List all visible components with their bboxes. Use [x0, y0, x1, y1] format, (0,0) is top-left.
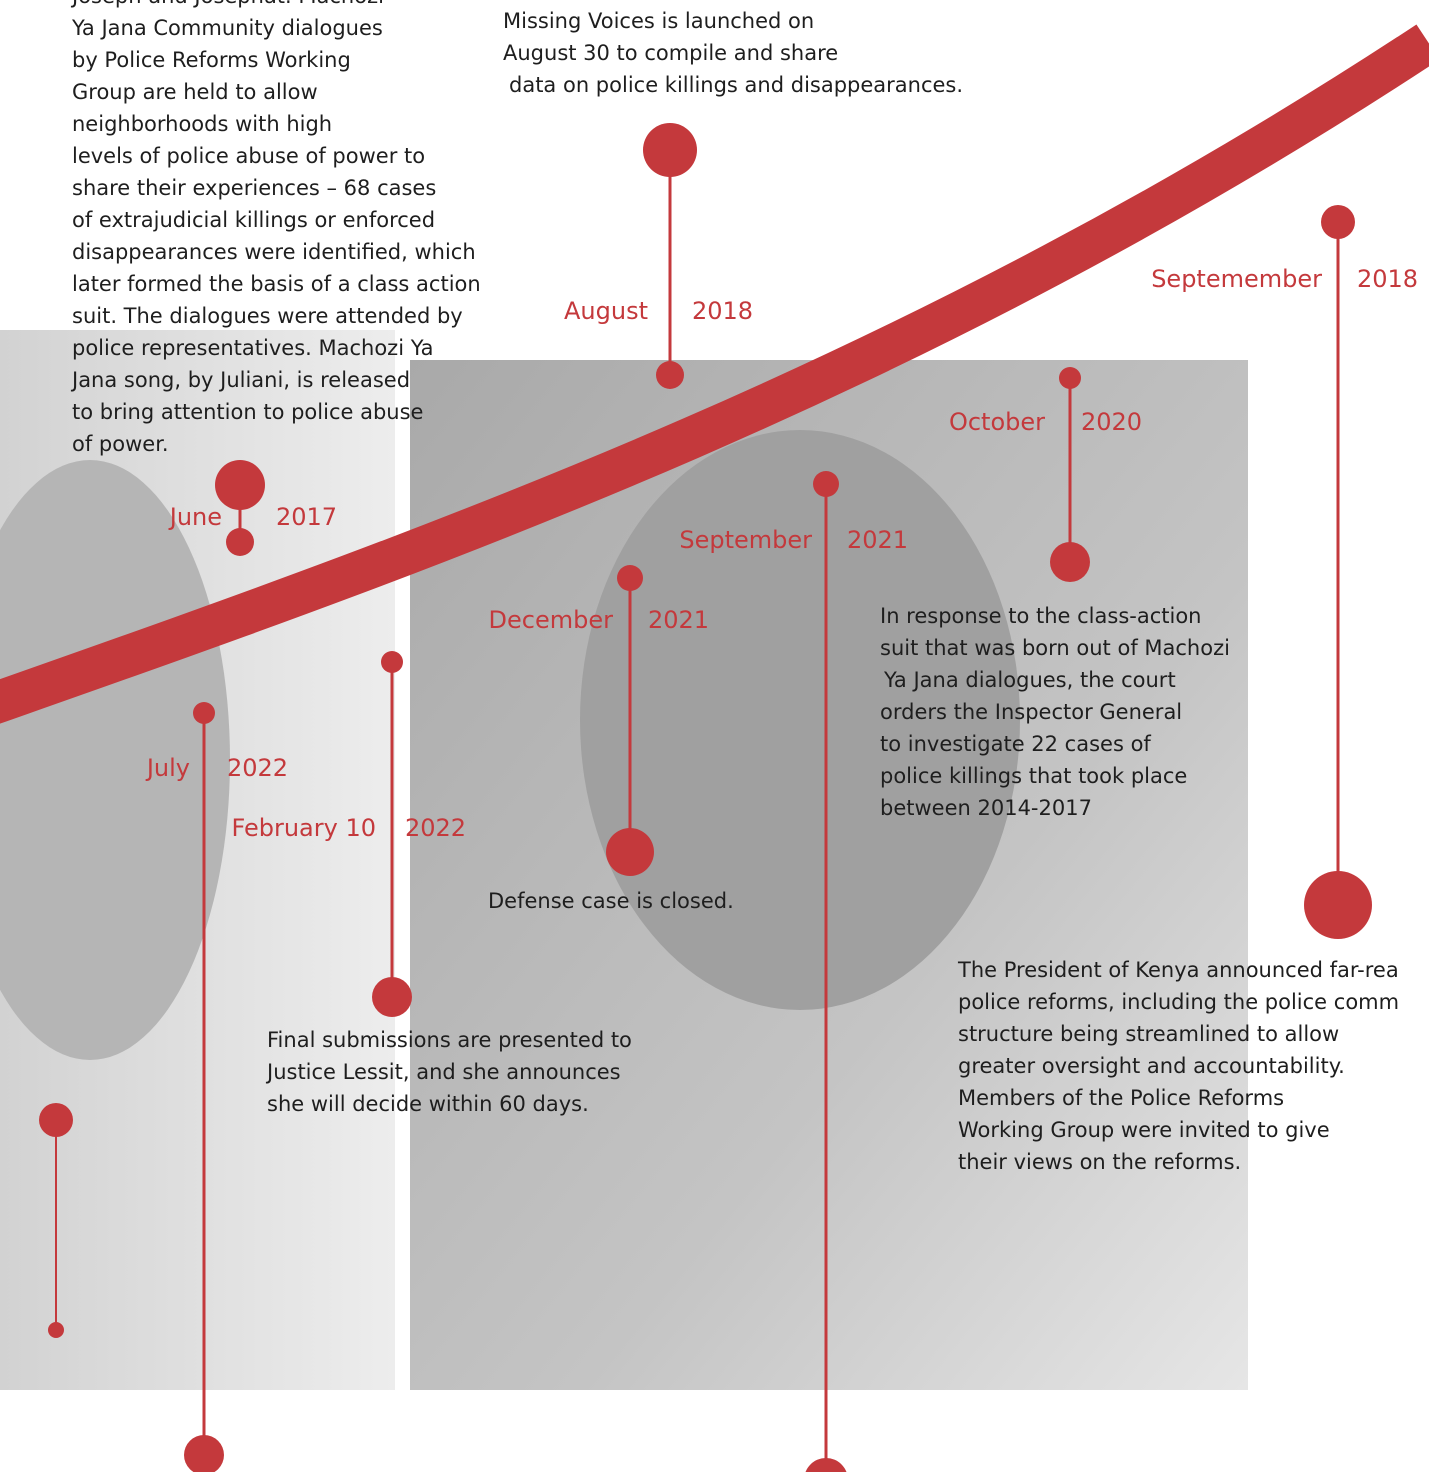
event-text: suit that was born out of Machozi [880, 636, 1230, 660]
event-text: The President of Kenya announced far-rea [957, 958, 1399, 982]
event-dot [805, 1458, 847, 1472]
event-dot [643, 123, 697, 177]
event-text: Justice Lessit, and she announces [265, 1060, 621, 1084]
event-text: between 2014-2017 [880, 796, 1092, 820]
event-text: Group are held to allow [72, 80, 318, 104]
timeline-ribbon [0, 24, 1429, 724]
event-text: share their experiences – 68 cases [72, 176, 436, 200]
event-month: Septemember [1151, 265, 1322, 293]
event-dot [215, 460, 265, 510]
event-text: Jana song, by Juliani, is released [70, 368, 410, 392]
event-dot [1321, 205, 1355, 239]
event-text: police reforms, including the police com… [958, 990, 1399, 1014]
event-text: suit. The dialogues were attended by [72, 304, 463, 328]
event-text: Ya Jana dialogues, the court [883, 668, 1176, 692]
event-dot [1050, 542, 1090, 582]
event-month: July [145, 754, 190, 782]
event-text: to bring attention to police abuse [72, 400, 423, 424]
event-dot [381, 651, 403, 673]
event-year: 2018 [692, 297, 753, 325]
event-text: police representatives. Machozi Ya [72, 336, 434, 360]
event-text: Ya Jana Community dialogues [71, 16, 383, 40]
event-month: September [679, 526, 812, 554]
event-dot [184, 1435, 224, 1472]
event-month: June [168, 503, 222, 531]
event-text: levels of police abuse of power to [72, 144, 425, 168]
event-year: 2017 [276, 503, 337, 531]
event-dot [372, 977, 412, 1017]
event-text: police killings that took place [880, 764, 1187, 788]
event-text: later formed the basis of a class action [72, 272, 481, 296]
event-month: December [489, 606, 614, 634]
event-year: 2020 [1081, 408, 1142, 436]
event-text: structure being streamlined to allow [958, 1022, 1339, 1046]
decor-dot [39, 1103, 73, 1137]
event-text: Members of the Police Reforms [958, 1086, 1284, 1110]
photo-face-middle [580, 430, 1020, 1010]
event-dot [606, 828, 654, 876]
event-year: 2018 [1357, 265, 1418, 293]
event-year: 2021 [648, 606, 709, 634]
event-text: August 30 to compile and share [503, 41, 838, 65]
event-dot [226, 528, 254, 556]
event-text: In response to the class-action [880, 604, 1201, 628]
event-text: orders the Inspector General [880, 700, 1182, 724]
event-year: 2021 [847, 526, 908, 554]
event-text: she will decide within 60 days. [267, 1092, 589, 1116]
event-month: February 10 [231, 814, 376, 842]
event-text: Joseph and Josephat. Machozi [70, 0, 384, 8]
event-text: data on police killings and disappearanc… [509, 73, 963, 97]
event-text: disappearances were identified, which [72, 240, 476, 264]
event-text: to investigate 22 cases of [880, 732, 1151, 756]
event-text: Final submissions are presented to [267, 1028, 632, 1052]
event-month: October [949, 408, 1045, 436]
event-text: of power. [72, 432, 169, 456]
photo-face-left [0, 460, 230, 1060]
event-text: neighborhoods with high [72, 112, 332, 136]
decor-dot [48, 1322, 64, 1338]
event-year: 2022 [227, 754, 288, 782]
event-dot [1059, 367, 1081, 389]
event-dot [1304, 871, 1372, 939]
event-dot [656, 361, 684, 389]
event-year: 2022 [405, 814, 466, 842]
event-month: August [564, 297, 648, 325]
event-dot [813, 471, 839, 497]
event-text: Defense case is closed. [488, 889, 734, 913]
event-dot [193, 702, 215, 724]
event-dot [617, 565, 643, 591]
event-text: Working Group were invited to give [958, 1118, 1330, 1142]
event-text: Missing Voices is launched on [503, 9, 814, 33]
event-text: greater oversight and accountability. [958, 1054, 1345, 1078]
event-text: their views on the reforms. [958, 1150, 1241, 1174]
event-text: by Police Reforms Working [72, 48, 351, 72]
event-text: of extrajudicial killings or enforced [72, 208, 435, 232]
